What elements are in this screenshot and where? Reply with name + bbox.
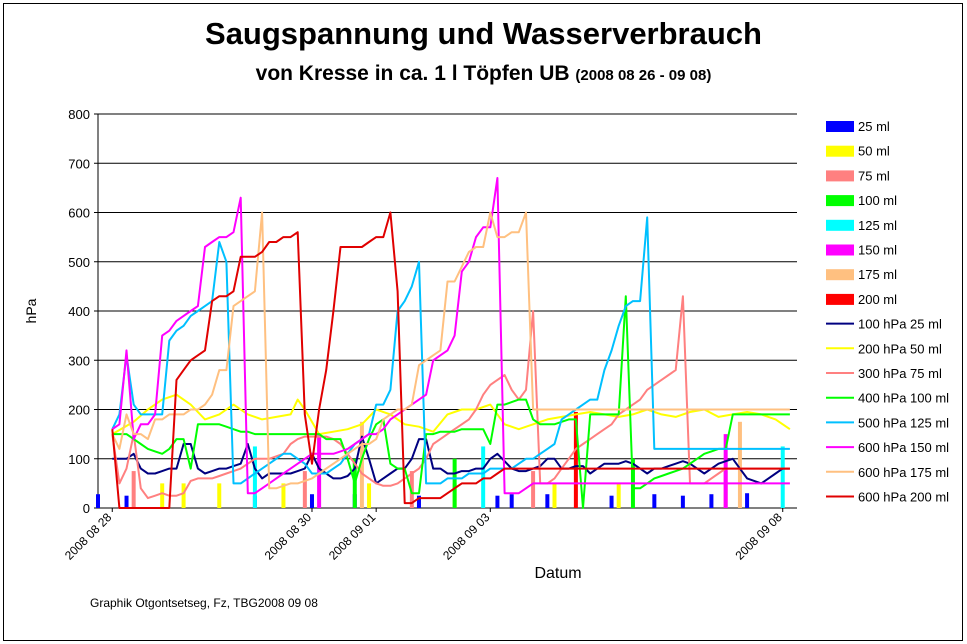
bar <box>359 421 364 508</box>
bar <box>367 483 372 508</box>
bar <box>317 434 322 508</box>
x-tick-label: 2008 08 30 <box>262 510 315 563</box>
subtitle-dates: (2008 08 26 - 09 08) <box>575 67 712 84</box>
bar <box>573 411 578 508</box>
bar <box>545 494 550 508</box>
bar <box>745 493 750 508</box>
y-tick-label: 200 <box>68 403 90 418</box>
legend-label: 125 ml <box>858 218 897 233</box>
bar <box>281 483 286 508</box>
bar <box>131 471 136 508</box>
bar <box>124 495 129 508</box>
legend-label: 600 hPa 150 ml <box>858 440 949 455</box>
x-axis-label: Datum <box>534 565 581 582</box>
bar <box>509 494 514 508</box>
chart-subtitle: von Kresse in ca. 1 l Töpfen UB (2008 08… <box>0 62 967 86</box>
legend-swatch <box>826 121 854 132</box>
bar <box>680 495 685 508</box>
legend-label: 25 ml <box>858 119 890 134</box>
y-tick-label: 300 <box>68 353 90 368</box>
bar <box>409 471 414 508</box>
chart-credit: Graphik Otgontsetseg, Fz, TBG2008 09 08 <box>90 596 318 610</box>
legend-label: 150 ml <box>858 243 897 258</box>
bar <box>495 495 500 508</box>
bar <box>96 494 100 508</box>
y-tick-label: 600 <box>68 206 90 221</box>
series-line <box>111 211 790 490</box>
legend-label: 300 hPa 75 ml <box>858 366 942 381</box>
bar <box>737 421 742 508</box>
legend-swatch <box>826 219 854 231</box>
legend-label: 100 hPa 25 ml <box>858 317 942 332</box>
y-tick-label: 0 <box>83 501 90 516</box>
series-line <box>111 216 790 485</box>
bar <box>709 494 714 508</box>
bar <box>181 483 186 508</box>
legend-label: 200 ml <box>858 292 897 307</box>
bar <box>416 495 421 508</box>
bar <box>309 494 314 508</box>
y-axis-label: hPa <box>23 298 39 323</box>
legend-swatch <box>826 195 854 207</box>
bar <box>652 494 657 508</box>
bar <box>252 446 257 508</box>
legend-label: 600 hPa 200 ml <box>858 490 949 505</box>
plot-area: 0 100 200 300 400 500 600 700 800 2008 08 28 2008 … <box>62 107 797 563</box>
series-line <box>111 211 790 509</box>
legend-swatch <box>826 170 854 182</box>
x-tick-label: 2008 08 28 <box>62 510 115 563</box>
series-line <box>112 435 790 485</box>
bar <box>452 458 457 508</box>
bar <box>531 471 536 508</box>
series-line <box>111 393 791 436</box>
legend-swatch <box>826 244 854 256</box>
legend-label: 200 hPa 50 ml <box>858 341 942 356</box>
legend-label: 175 ml <box>858 267 897 282</box>
y-tick-label: 500 <box>68 255 90 270</box>
y-tick-label: 700 <box>68 156 90 171</box>
legend-label: 400 hPa 100 ml <box>858 391 949 406</box>
bar <box>616 483 621 508</box>
legend-label: 600 hPa 175 ml <box>858 465 949 480</box>
series-line <box>111 177 790 495</box>
series-line <box>112 295 790 509</box>
subtitle-main: von Kresse in ca. 1 l Töpfen UB <box>255 62 570 85</box>
chart-frame <box>3 3 963 641</box>
legend-swatch <box>826 145 854 157</box>
legend-label: 100 ml <box>858 193 897 208</box>
y-tick-label: 800 <box>68 107 90 122</box>
y-tick-label: 400 <box>68 304 90 319</box>
x-tick-label: 2008 09 03 <box>440 510 493 563</box>
x-tick-label: 2008 09 08 <box>732 510 785 563</box>
bar <box>217 483 222 508</box>
legend-label: 50 ml <box>858 144 890 159</box>
bar <box>160 483 165 508</box>
legend-label: 500 hPa 125 ml <box>858 415 949 430</box>
bar <box>552 483 557 508</box>
legend-swatch <box>826 293 854 305</box>
bar <box>481 446 486 508</box>
legend: 25 ml 50 ml 75 ml 100 ml 125 ml 150 ml 175 ml 2… <box>826 119 949 505</box>
legend-label: 75 ml <box>858 168 890 183</box>
x-tick-label: 2008 09 01 <box>326 510 379 563</box>
legend-swatch <box>826 269 854 281</box>
bar <box>780 446 785 508</box>
bar <box>723 434 728 508</box>
bar <box>302 471 307 508</box>
bar <box>609 495 614 508</box>
chart-title: Saugspannung und Wasserverbrauch <box>205 16 762 51</box>
y-tick-label: 100 <box>68 452 90 467</box>
